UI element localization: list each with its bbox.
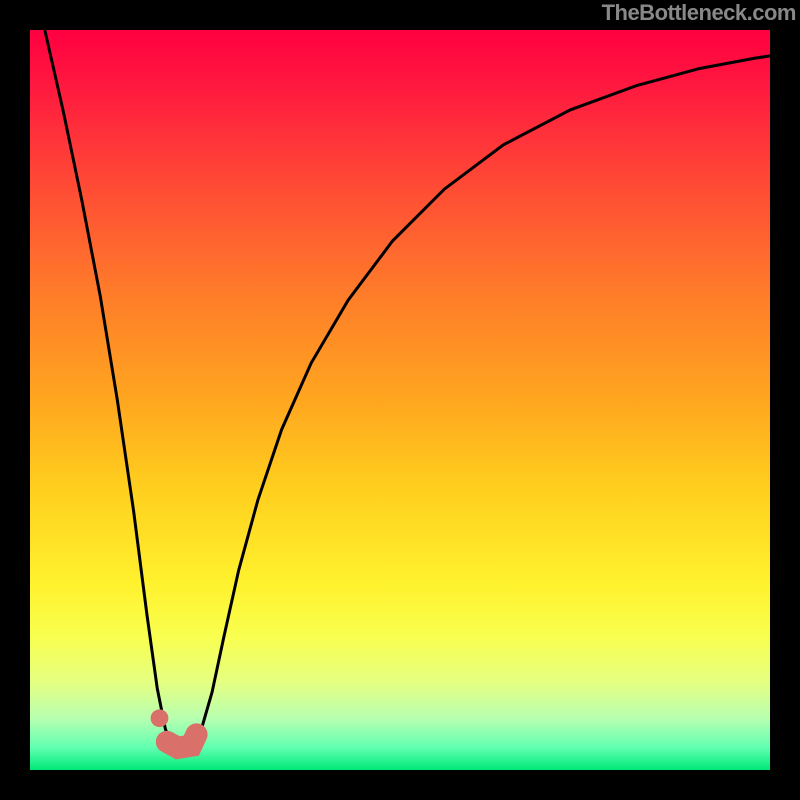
gradient-background: [30, 30, 770, 770]
plot-area: [30, 30, 770, 770]
watermark-text: TheBottleneck.com: [602, 0, 796, 26]
bottleneck-chart: [0, 0, 800, 800]
page-root: TheBottleneck.com: [0, 0, 800, 800]
